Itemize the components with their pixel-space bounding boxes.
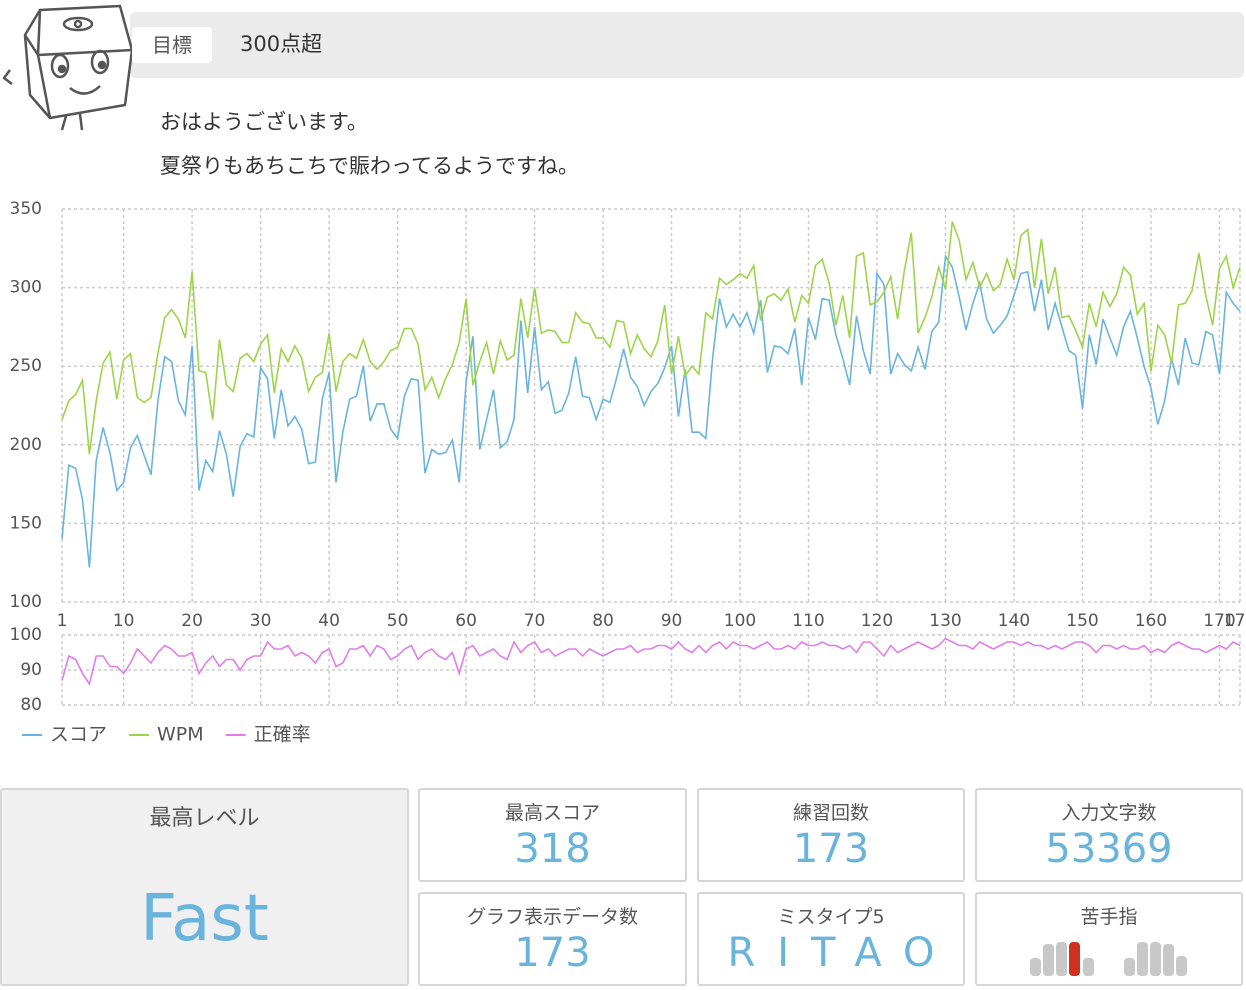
x-tick-label: 70 <box>524 611 546 631</box>
x-tick-label: 60 <box>455 611 477 631</box>
x-tick-label: 110 <box>792 611 824 631</box>
level-card: 最高レベル Fast <box>0 788 409 986</box>
card-value: 173 <box>514 930 591 976</box>
card-title: 最高レベル <box>149 806 260 831</box>
legend-label: WPM <box>157 724 204 746</box>
x-tick-label: 160 <box>1135 611 1167 631</box>
stat-card: 最高スコア 318 <box>418 788 687 882</box>
goal-label: 目標 <box>132 27 212 63</box>
card-title: 苦手指 <box>1080 906 1138 928</box>
x-tick-label: 140 <box>998 611 1030 631</box>
message: 夏祭りもあちこちで賑わってるようですね。 <box>160 154 579 178</box>
y-tick-label: 100 <box>10 592 42 612</box>
x-tick-label: 120 <box>861 611 893 631</box>
legend-label: スコア <box>50 724 107 746</box>
card-value: RITAO <box>727 930 957 976</box>
y-tick-label: 80 <box>20 695 42 715</box>
card-title: 練習回数 <box>792 802 869 824</box>
x-tick-label: 170 <box>1203 611 1235 631</box>
goal-bar <box>130 12 1244 78</box>
mascot <box>2 4 134 131</box>
stat-card: グラフ表示データ数 173 <box>418 892 687 986</box>
card-value: 318 <box>514 826 591 872</box>
y-tick-label: 350 <box>10 199 42 219</box>
card-title: 入力文字数 <box>1061 802 1157 824</box>
finger-icon <box>1030 942 1187 976</box>
goal-value: 300点超 <box>240 32 323 56</box>
card-value: 53369 <box>1045 826 1173 872</box>
x-tick-label: 10 <box>113 611 135 631</box>
stat-card: 練習回数 173 <box>697 788 965 882</box>
x-tick-label: 20 <box>181 611 203 631</box>
card-title: 最高スコア <box>504 802 600 824</box>
y-tick-label: 200 <box>10 435 42 455</box>
x-tick-label: 1 <box>57 611 68 631</box>
stat-card: ミスタイプ5 RITAO <box>697 892 965 986</box>
x-tick-label: 50 <box>387 611 409 631</box>
y-tick-label: 300 <box>10 278 42 298</box>
x-tick-label: 100 <box>724 611 756 631</box>
y-tick-label: 250 <box>10 356 42 376</box>
y-tick-label: 100 <box>10 625 42 645</box>
series-line <box>61 221 1241 455</box>
x-tick-label: 80 <box>592 611 614 631</box>
x-tick-label: 150 <box>1066 611 1098 631</box>
stat-card: 苦手指 <box>975 892 1243 986</box>
x-tick-label: 30 <box>250 611 272 631</box>
card-value: 173 <box>792 826 870 872</box>
x-tick-label: 173 <box>1224 611 1246 631</box>
card-title: ミスタイプ5 <box>777 906 885 928</box>
card-title: グラフ表示データ数 <box>466 906 638 928</box>
x-tick-label: 130 <box>929 611 961 631</box>
stat-card: 入力文字数 53369 <box>975 788 1243 882</box>
x-tick-label: 40 <box>318 611 340 631</box>
y-tick-label: 150 <box>10 513 42 533</box>
x-tick-label: 90 <box>661 611 683 631</box>
series-line <box>61 637 1241 686</box>
message: おはようございます。 <box>160 110 368 134</box>
series-line <box>61 253 1241 568</box>
y-tick-label: 90 <box>20 660 42 680</box>
card-value: Fast <box>140 882 269 956</box>
legend-label: 正確率 <box>254 724 311 746</box>
